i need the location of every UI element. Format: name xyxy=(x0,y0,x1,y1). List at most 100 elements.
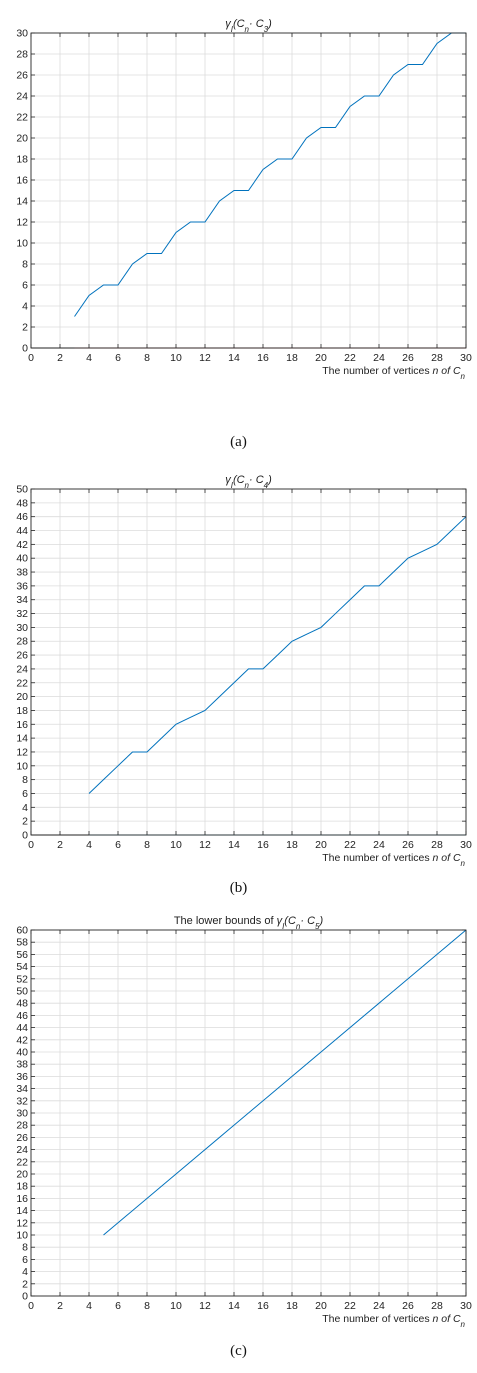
y-tick-label: 8 xyxy=(22,1242,28,1254)
x-tick-label: 10 xyxy=(170,1300,182,1312)
grid xyxy=(30,32,467,349)
x-axis-label: The number of vertices n of Cn xyxy=(322,1313,465,1329)
y-tick-label: 46 xyxy=(16,1010,28,1022)
x-tick-label: 30 xyxy=(460,1300,472,1312)
y-tick-label: 28 xyxy=(16,49,28,61)
y-tick-label: 20 xyxy=(16,691,28,703)
y-tick-label: 30 xyxy=(16,1108,28,1120)
y-tick-label: 12 xyxy=(16,1217,28,1229)
y-tick-label: 32 xyxy=(16,1095,28,1107)
y-tick-label: 22 xyxy=(16,677,28,689)
y-tick-label: 50 xyxy=(16,986,28,998)
y-tick-label: 22 xyxy=(16,1156,28,1168)
x-tick-label: 0 xyxy=(28,839,34,851)
y-tick-label: 4 xyxy=(22,1266,28,1278)
x-axis-label: The number of vertices n of Cn xyxy=(322,365,465,381)
x-tick-label: 22 xyxy=(344,1300,356,1312)
y-tick-label: 38 xyxy=(16,567,28,579)
x-tick-label: 22 xyxy=(344,839,356,851)
y-tick-label: 0 xyxy=(22,1291,28,1303)
y-tick-label: 50 xyxy=(16,484,28,496)
y-tick-label: 20 xyxy=(16,1169,28,1181)
x-tick-label: 8 xyxy=(144,1300,150,1312)
x-tick-label: 0 xyxy=(28,352,34,364)
caption-b: (b) xyxy=(229,880,248,896)
y-tick-label: 4 xyxy=(22,802,28,814)
y-tick-label: 36 xyxy=(16,1071,28,1083)
x-tick-label: 26 xyxy=(402,352,414,364)
x-tick-label: 4 xyxy=(86,1300,92,1312)
chart-b: 0 2 4 6 8 10 12 14 16 18 20 22 24 26 28 300246810121416… xyxy=(16,474,472,868)
x-tick-label: 0 xyxy=(28,1300,34,1312)
y-tick-label: 30 xyxy=(16,622,28,634)
x-tick-label: 28 xyxy=(431,1300,443,1312)
series-line-0 xyxy=(103,929,467,1236)
axis-ticks: 0 2 4 6 8 10 12 14 16 18 20 22 24 26 28 300246810121416… xyxy=(16,28,472,365)
y-tick-label: 48 xyxy=(16,998,28,1010)
y-tick-label: 8 xyxy=(22,774,28,786)
chart-c: 0 2 4 6 8 10 12 14 16 18 20 22 24 26 28 300246810121416… xyxy=(16,915,472,1329)
x-tick-label: 14 xyxy=(228,1300,240,1312)
y-tick-label: 18 xyxy=(16,1181,28,1193)
y-tick-label: 10 xyxy=(16,238,28,250)
x-tick-label: 22 xyxy=(344,352,356,364)
y-tick-label: 10 xyxy=(16,760,28,772)
y-tick-label: 2 xyxy=(22,816,28,828)
y-tick-label: 40 xyxy=(16,553,28,565)
chart-title: γI(Cn· C4) xyxy=(225,474,272,490)
chart-title: γI(Cn· C3) xyxy=(225,18,272,34)
x-tick-label: 20 xyxy=(315,839,327,851)
x-tick-label: 10 xyxy=(170,839,182,851)
axes-box xyxy=(30,488,467,836)
grid xyxy=(30,929,467,1297)
x-tick-label: 12 xyxy=(199,839,211,851)
y-tick-label: 38 xyxy=(16,1059,28,1071)
x-tick-label: 14 xyxy=(228,352,240,364)
y-tick-label: 8 xyxy=(22,259,28,271)
y-tick-label: 14 xyxy=(16,733,28,745)
y-tick-label: 12 xyxy=(16,217,28,229)
x-tick-label: 2 xyxy=(57,352,63,364)
y-tick-label: 16 xyxy=(16,1193,28,1205)
x-tick-label: 16 xyxy=(257,352,269,364)
x-tick-label: 18 xyxy=(286,1300,298,1312)
y-tick-label: 18 xyxy=(16,154,28,166)
chart-title: The lower bounds of γI(Cn· C5) xyxy=(174,915,324,931)
x-tick-label: 18 xyxy=(286,352,298,364)
x-tick-label: 28 xyxy=(431,352,443,364)
y-tick-label: 0 xyxy=(22,343,28,355)
x-tick-label: 6 xyxy=(115,352,121,364)
y-tick-label: 12 xyxy=(16,746,28,758)
y-tick-label: 42 xyxy=(16,1034,28,1046)
x-tick-label: 4 xyxy=(86,352,92,364)
y-tick-label: 2 xyxy=(22,322,28,334)
y-tick-label: 40 xyxy=(16,1047,28,1059)
y-tick-label: 30 xyxy=(16,28,28,40)
caption-a: (a) xyxy=(230,434,247,450)
x-tick-label: 30 xyxy=(460,352,472,364)
x-tick-label: 26 xyxy=(402,1300,414,1312)
y-tick-label: 54 xyxy=(16,961,28,973)
axes-box xyxy=(30,929,467,1297)
x-tick-label: 6 xyxy=(115,839,121,851)
y-tick-label: 26 xyxy=(16,70,28,82)
y-tick-label: 20 xyxy=(16,133,28,145)
y-tick-label: 28 xyxy=(16,1120,28,1132)
y-tick-label: 34 xyxy=(16,1083,28,1095)
x-tick-label: 12 xyxy=(199,352,211,364)
y-tick-label: 24 xyxy=(16,663,28,675)
y-tick-label: 26 xyxy=(16,1132,28,1144)
y-tick-label: 32 xyxy=(16,608,28,620)
x-tick-label: 14 xyxy=(228,839,240,851)
y-tick-label: 56 xyxy=(16,949,28,961)
x-tick-label: 4 xyxy=(86,839,92,851)
y-tick-label: 6 xyxy=(22,280,28,292)
x-tick-label: 24 xyxy=(373,839,385,851)
grid xyxy=(30,488,467,836)
x-tick-label: 8 xyxy=(144,352,150,364)
x-tick-label: 18 xyxy=(286,839,298,851)
x-tick-label: 10 xyxy=(170,352,182,364)
y-tick-label: 14 xyxy=(16,1205,28,1217)
plot-area xyxy=(31,489,466,835)
series-group xyxy=(103,929,467,1236)
